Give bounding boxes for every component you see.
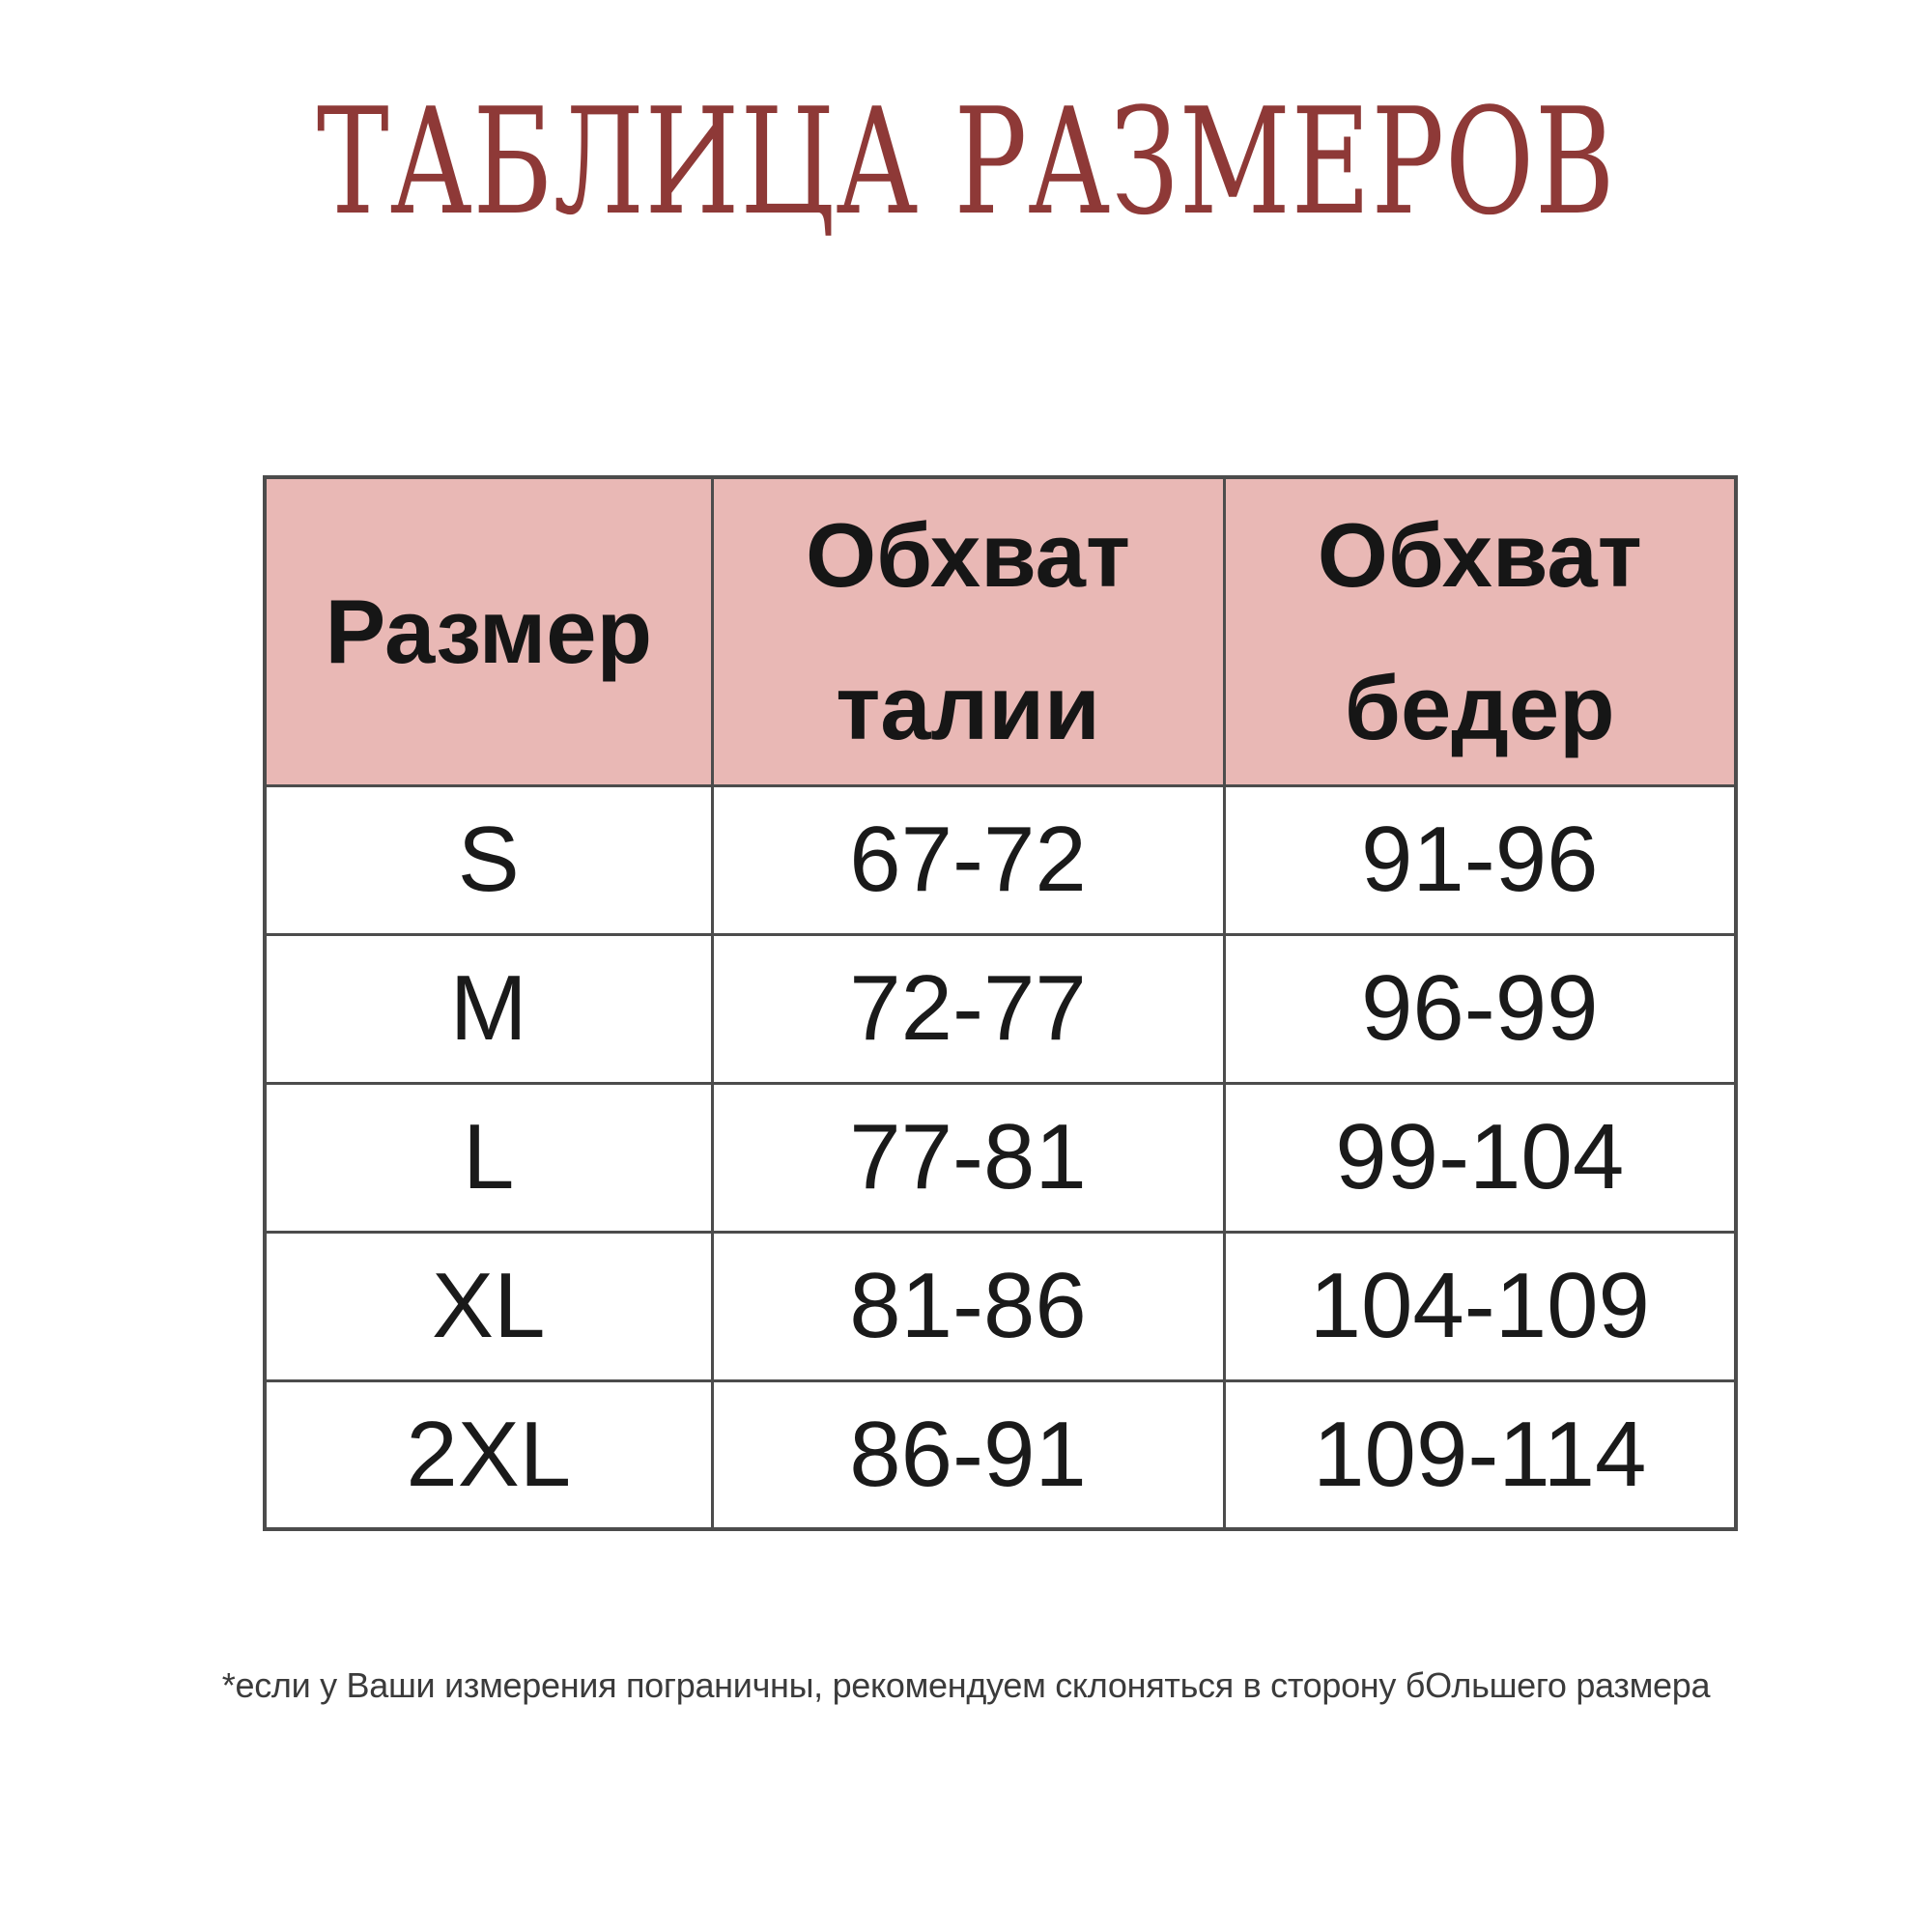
size-cell: XL	[263, 1230, 714, 1382]
table-row: M 72-77 96-99	[263, 932, 1738, 1085]
footnote: *если у Ваши измерения пограничны, реком…	[221, 1665, 1711, 1705]
hips-cell: 109-114	[1222, 1378, 1738, 1531]
waist-cell: 72-77	[710, 932, 1226, 1085]
size-table: Размер Обхват талии Обхват бедер S 67-72…	[263, 475, 1738, 1532]
waist-cell: 77-81	[710, 1081, 1226, 1234]
size-cell: L	[263, 1081, 714, 1234]
page-title: ТАБЛИЦА РАЗМЕРОВ	[316, 76, 1616, 247]
hips-cell: 99-104	[1222, 1081, 1738, 1234]
size-cell: S	[263, 783, 714, 936]
hips-cell: 91-96	[1222, 783, 1738, 936]
table-row: XL 81-86 104-109	[263, 1230, 1738, 1382]
waist-cell: 81-86	[710, 1230, 1226, 1382]
table-row: S 67-72 91-96	[263, 783, 1738, 936]
table-row: L 77-81 99-104	[263, 1081, 1738, 1234]
column-header-size: Размер	[263, 475, 714, 787]
column-header-hips: Обхват бедер	[1222, 475, 1738, 787]
hips-cell: 96-99	[1222, 932, 1738, 1085]
hips-cell: 104-109	[1222, 1230, 1738, 1382]
size-cell: 2XL	[263, 1378, 714, 1531]
waist-cell: 86-91	[710, 1378, 1226, 1531]
size-cell: M	[263, 932, 714, 1085]
header-row: Размер Обхват талии Обхват бедер	[263, 475, 1738, 787]
table-row: 2XL 86-91 109-114	[263, 1378, 1738, 1531]
column-header-waist: Обхват талии	[710, 475, 1226, 787]
waist-cell: 67-72	[710, 783, 1226, 936]
